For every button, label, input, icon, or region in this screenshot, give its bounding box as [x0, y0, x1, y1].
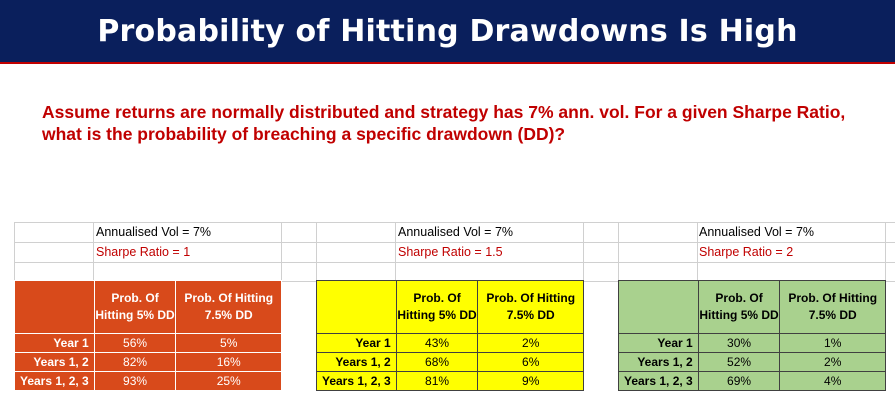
drawdown-table-sharpe-1: Prob. Of Hitting 5% DD Prob. Of Hitting …	[14, 280, 282, 391]
table-row: Year 1 56% 5%	[14, 333, 282, 353]
cell-prob-5pct: 68%	[395, 352, 479, 372]
gridline	[583, 222, 584, 282]
table-row: Year 1 43% 2%	[316, 333, 584, 353]
gridline	[395, 222, 396, 282]
table-row: Years 1, 2 68% 6%	[316, 352, 584, 372]
intro-question: Assume returns are normally distributed …	[42, 101, 872, 145]
row-label: Years 1, 2	[618, 352, 699, 372]
gridline	[14, 222, 15, 282]
row-label: Years 1, 2, 3	[316, 371, 397, 391]
table-header-row: Prob. Of Hitting 5% DD Prob. Of Hitting …	[14, 280, 282, 334]
title-bar: Probability of Hitting Drawdowns Is High	[0, 0, 895, 64]
gridline	[697, 222, 698, 282]
sharpe-label-3: Sharpe Ratio = 2	[699, 245, 794, 259]
spreadsheet-grid: Annualised Vol = 7% Sharpe Ratio = 1 Ann…	[14, 222, 895, 391]
drawdown-table-sharpe-2: Prob. Of Hitting 5% DD Prob. Of Hitting …	[618, 280, 886, 391]
col-header-7-5pct: Prob. Of Hitting 7.5% DD	[779, 280, 886, 334]
table-row: Years 1, 2, 3 93% 25%	[14, 371, 282, 391]
cell-prob-7-5pct: 1%	[779, 333, 886, 353]
table-row: Years 1, 2, 3 69% 4%	[618, 371, 886, 391]
cell-prob-7-5pct: 6%	[477, 352, 584, 372]
cell-prob-7-5pct: 2%	[779, 352, 886, 372]
gridline	[316, 222, 317, 282]
row-label: Years 1, 2, 3	[618, 371, 699, 391]
col-header-5pct: Prob. Of Hitting 5% DD	[93, 280, 177, 334]
intro-line-1: Assume returns are normally distributed …	[42, 102, 846, 122]
col-header-7-5pct: Prob. Of Hitting 7.5% DD	[477, 280, 584, 334]
gridline	[14, 262, 895, 263]
cell-prob-7-5pct: 16%	[175, 352, 282, 372]
gridline	[93, 222, 94, 282]
table-row: Years 1, 2 52% 2%	[618, 352, 886, 372]
vol-label-2: Annualised Vol = 7%	[398, 225, 514, 239]
table-header-row: Prob. Of Hitting 5% DD Prob. Of Hitting …	[316, 280, 584, 334]
vol-label-3: Annualised Vol = 7%	[699, 225, 815, 239]
cell-prob-7-5pct: 25%	[175, 371, 282, 391]
drawdown-table-sharpe-1-5: Prob. Of Hitting 5% DD Prob. Of Hitting …	[316, 280, 584, 391]
cell-prob-5pct: 56%	[93, 333, 177, 353]
page-title: Probability of Hitting Drawdowns Is High	[97, 13, 798, 49]
intro-line-2: what is the probability of breaching a s…	[42, 124, 566, 144]
row-label: Years 1, 2, 3	[14, 371, 95, 391]
cell-prob-7-5pct: 2%	[477, 333, 584, 353]
row-label: Year 1	[316, 333, 397, 353]
gridline	[14, 222, 895, 223]
gridline	[14, 242, 895, 243]
row-label: Years 1, 2	[14, 352, 95, 372]
col-header-5pct: Prob. Of Hitting 5% DD	[395, 280, 479, 334]
corner-cell	[14, 280, 95, 334]
cell-prob-7-5pct: 9%	[477, 371, 584, 391]
table-row: Year 1 30% 1%	[618, 333, 886, 353]
row-label: Year 1	[14, 333, 95, 353]
col-header-7-5pct: Prob. Of Hitting 7.5% DD	[175, 280, 282, 334]
sharpe-label-1: Sharpe Ratio = 1	[96, 245, 191, 259]
cell-prob-5pct: 30%	[697, 333, 781, 353]
corner-cell	[316, 280, 397, 334]
table-header-row: Prob. Of Hitting 5% DD Prob. Of Hitting …	[618, 280, 886, 334]
row-label: Years 1, 2	[316, 352, 397, 372]
cell-prob-5pct: 43%	[395, 333, 479, 353]
sharpe-label-2: Sharpe Ratio = 1.5	[398, 245, 503, 259]
cell-prob-5pct: 93%	[93, 371, 177, 391]
gridline	[281, 222, 282, 282]
cell-prob-7-5pct: 5%	[175, 333, 282, 353]
gridline	[618, 222, 619, 282]
table-row: Years 1, 2 82% 16%	[14, 352, 282, 372]
gridline	[885, 222, 886, 282]
table-row: Years 1, 2, 3 81% 9%	[316, 371, 584, 391]
vol-label-1: Annualised Vol = 7%	[96, 225, 212, 239]
corner-cell	[618, 280, 699, 334]
cell-prob-7-5pct: 4%	[779, 371, 886, 391]
cell-prob-5pct: 69%	[697, 371, 781, 391]
row-label: Year 1	[618, 333, 699, 353]
cell-prob-5pct: 81%	[395, 371, 479, 391]
cell-prob-5pct: 52%	[697, 352, 781, 372]
cell-prob-5pct: 82%	[93, 352, 177, 372]
col-header-5pct: Prob. Of Hitting 5% DD	[697, 280, 781, 334]
